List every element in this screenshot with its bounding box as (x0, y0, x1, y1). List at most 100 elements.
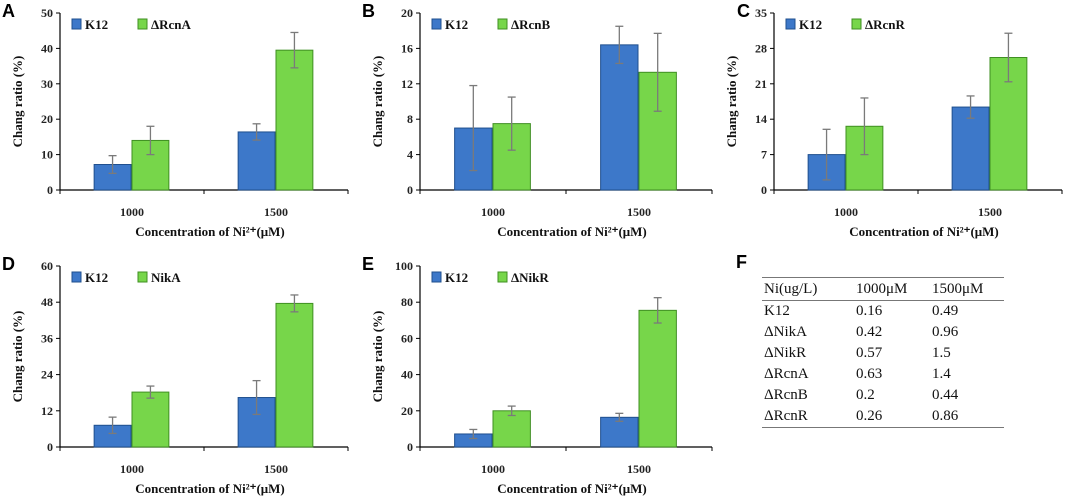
x-axis-title: Concentration of Ni²⁺(μM) (849, 224, 999, 239)
legend-swatch (137, 271, 148, 283)
y-tick-label: 35 (755, 6, 767, 20)
x-axis-title: Concentration of Ni²⁺(μM) (497, 481, 647, 496)
table-cell: 0.57 (856, 345, 883, 361)
x-tick-label: 1500 (978, 205, 1002, 219)
y-axis-title: Chang ratio (%) (370, 311, 385, 403)
table-cell: ΔRcnR (762, 406, 854, 428)
table-header-cell: Ni(ug/L) (762, 277, 854, 301)
table-cell: ΔRcnB (764, 387, 808, 403)
y-tick-label: 24 (41, 368, 53, 382)
bar-K12-1500 (600, 44, 639, 191)
legend-swatch (71, 271, 82, 283)
bar-K12-1500 (951, 106, 990, 191)
y-tick-label: 40 (401, 368, 413, 382)
y-tick-label: 100 (395, 259, 413, 273)
table-row: ΔRcnR 0.26 0.86 (762, 406, 1004, 428)
panel-letter: E (362, 254, 374, 274)
bar-ΔNikR-1000 (492, 410, 531, 448)
table-cell: 1.4 (932, 366, 951, 382)
y-tick-label: 20 (41, 112, 53, 126)
y-axis-title: Chang ratio (%) (724, 56, 739, 148)
y-tick-label: 0 (407, 440, 413, 454)
y-tick-label: 0 (47, 183, 53, 197)
bar-K12-1500 (600, 416, 639, 448)
table-row: K12 0.16 0.49 (762, 301, 1004, 323)
y-tick-label: 20 (401, 6, 413, 20)
y-tick-label: 0 (761, 183, 767, 197)
y-tick-label: 12 (401, 77, 413, 91)
x-tick-label: 1500 (627, 462, 651, 476)
table-cell: ΔRcnA (764, 366, 809, 382)
chart-panel-a: A 0 10 20 30 40 50 Chang ratio (%) 1000 1500 Conce… (2, 1, 349, 239)
y-tick-label: 0 (47, 440, 53, 454)
bar-NikA-1500 (275, 302, 314, 448)
y-tick-label: 36 (41, 331, 53, 345)
legend-label: ΔRcnB (511, 17, 551, 32)
table-cell: 0.86 (930, 406, 1004, 428)
y-tick-label: 12 (41, 404, 53, 418)
y-tick-label: 4 (407, 148, 413, 162)
panel-letter: D (2, 254, 15, 274)
legend-swatch (785, 18, 796, 30)
legend-swatch (497, 271, 508, 283)
legend-label: K12 (85, 270, 108, 285)
table-row: ΔNikA 0.42 0.96 (762, 322, 1004, 343)
table-cell: 0.42 (856, 324, 883, 340)
y-tick-label: 21 (755, 77, 767, 91)
legend-swatch (851, 18, 862, 30)
y-axis-title: Chang ratio (%) (370, 56, 385, 148)
y-tick-label: 28 (755, 41, 767, 55)
legend-label: K12 (799, 17, 822, 32)
y-tick-label: 80 (401, 295, 413, 309)
bar-ΔNikR-1500 (638, 309, 677, 448)
y-tick-label: 10 (41, 148, 53, 162)
panel-f-letter: F (736, 252, 747, 272)
table-cell: 0.96 (932, 324, 959, 340)
y-axis-title: Chang ratio (%) (10, 311, 25, 403)
legend-swatch (497, 18, 508, 30)
table-cell: 0.49 (932, 303, 959, 319)
table-row: ΔRcnA 0.63 1.4 (762, 364, 1004, 385)
table-row: ΔRcnB 0.2 0.44 (762, 385, 1004, 406)
chart-panel-b: B 0 4 8 12 16 20 Chang ratio (%) 1000 1500 Concent… (362, 1, 713, 239)
y-tick-label: 48 (41, 295, 53, 309)
table-cell: ΔNikA (764, 324, 807, 340)
x-axis-title: Concentration of Ni²⁺(μM) (135, 224, 285, 239)
x-axis-title: Concentration of Ni²⁺(μM) (135, 481, 285, 496)
y-tick-label: 20 (401, 404, 413, 418)
x-tick-label: 1500 (627, 205, 651, 219)
y-tick-label: 8 (407, 112, 413, 126)
legend-label: NikA (151, 270, 181, 285)
chart-panel-d: D 0 12 24 36 48 60 Chang ratio (%) 1000 1500 Conce… (2, 254, 349, 496)
y-axis-title: Chang ratio (%) (10, 56, 25, 148)
legend-swatch (137, 18, 148, 30)
chart-panel-c: C 0 7 14 21 28 35 Chang ratio (%) 1000 1500 Concen… (724, 1, 1063, 239)
y-tick-label: 0 (407, 183, 413, 197)
table-cell: ΔNikR (764, 345, 807, 361)
table-header-row: Ni(ug/L) 1000μM 1500μM (762, 277, 1004, 301)
x-tick-label: 1000 (120, 205, 144, 219)
legend-swatch (71, 18, 82, 30)
legend-swatch (431, 271, 442, 283)
table-cell: 0.2 (856, 387, 875, 403)
x-tick-label: 1000 (834, 205, 858, 219)
y-tick-label: 50 (41, 6, 53, 20)
y-tick-label: 60 (401, 331, 413, 345)
bar-ΔRcnA-1500 (275, 49, 314, 191)
y-tick-label: 16 (401, 41, 413, 55)
legend-label: K12 (445, 17, 468, 32)
x-axis-title: Concentration of Ni²⁺(μM) (497, 224, 647, 239)
x-tick-label: 1000 (120, 462, 144, 476)
nickel-content-table: Ni(ug/L) 1000μM 1500μM K12 0.16 0.49 ΔNi… (762, 277, 1004, 428)
y-tick-label: 30 (41, 77, 53, 91)
table-cell: 0.44 (932, 387, 959, 403)
table-cell: 0.26 (854, 406, 930, 428)
table-cell: 1.5 (932, 345, 951, 361)
legend-label: K12 (445, 270, 468, 285)
y-tick-label: 7 (761, 148, 767, 162)
y-tick-label: 60 (41, 259, 53, 273)
table-cell: 0.16 (856, 303, 883, 319)
table-header-cell: 1500μM (930, 277, 1004, 301)
bar-NikA-1000 (131, 391, 170, 448)
